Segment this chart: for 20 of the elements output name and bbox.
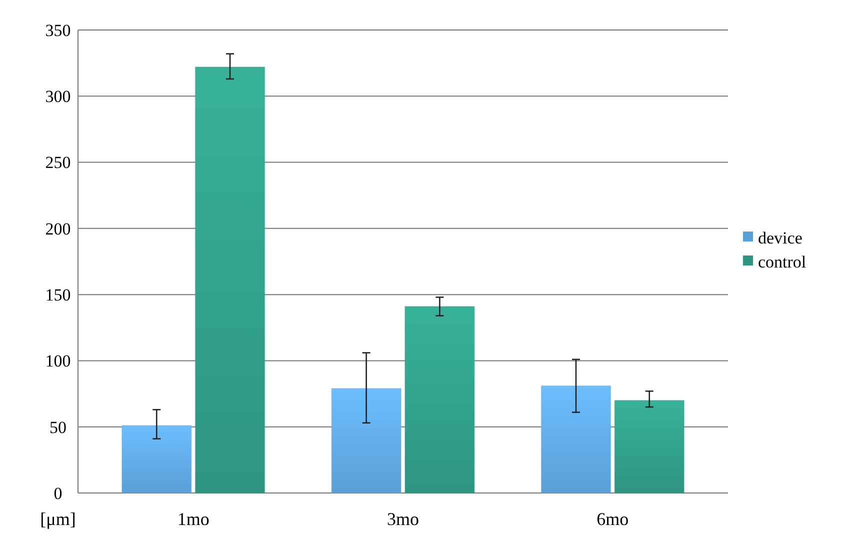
legend-label: control [758, 252, 806, 272]
y-tick-label: 250 [45, 153, 71, 172]
bar [614, 400, 685, 494]
x-tick-label: 1mo [177, 509, 210, 529]
y-axis-title: [μm] [40, 509, 76, 529]
y-tick-label: 50 [50, 418, 66, 437]
bar [194, 66, 266, 494]
x-tick-label: 6mo [596, 509, 629, 529]
bar [331, 388, 402, 494]
y-tick-label: 350 [45, 20, 71, 40]
bar [540, 385, 612, 494]
bar [404, 306, 475, 494]
x-tick-label: 3mo [386, 509, 420, 529]
legend-label: device [758, 228, 802, 248]
y-tick-label: 300 [45, 87, 71, 106]
y-tick-label: 200 [45, 219, 71, 238]
y-tick-label: 100 [45, 352, 71, 371]
y-tick-label: 0 [54, 484, 62, 503]
bar [121, 425, 192, 494]
y-tick-label: 150 [45, 286, 71, 305]
